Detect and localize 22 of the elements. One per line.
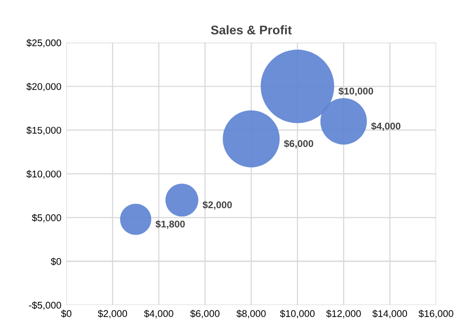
x-tick-label: $6,000 xyxy=(190,310,220,318)
annotation: $10,000 xyxy=(338,87,374,96)
y-tick-label: $10,000 xyxy=(26,170,62,179)
x-tick-label: $14,000 xyxy=(372,310,408,318)
annotation: $6,000 xyxy=(284,140,314,148)
y-tick-label: $15,000 xyxy=(26,126,62,135)
y-tick-label: $5,000 xyxy=(32,214,62,222)
x-tick-label: $12,000 xyxy=(326,310,361,318)
annotation: $4,000 xyxy=(371,122,400,131)
chart-title: Sales & Profit xyxy=(210,25,292,34)
x-tick-label: $10,000 xyxy=(280,310,315,318)
y-tick-label: $0 xyxy=(50,258,62,266)
y-tick-label: $20,000 xyxy=(26,82,62,92)
x-tick-label: $0 xyxy=(61,310,72,318)
annotation: $2,000 xyxy=(202,200,232,210)
y-tick-label: -$5,000 xyxy=(28,301,62,310)
x-tick-label: $16,000 xyxy=(418,310,454,318)
y-tick-label: $25,000 xyxy=(26,38,62,48)
x-tick-label: $8,000 xyxy=(236,310,266,318)
x-tick-label: $2,000 xyxy=(98,310,128,318)
x-tick-label: $4,000 xyxy=(144,310,174,318)
annotation: $1,800 xyxy=(156,220,185,229)
